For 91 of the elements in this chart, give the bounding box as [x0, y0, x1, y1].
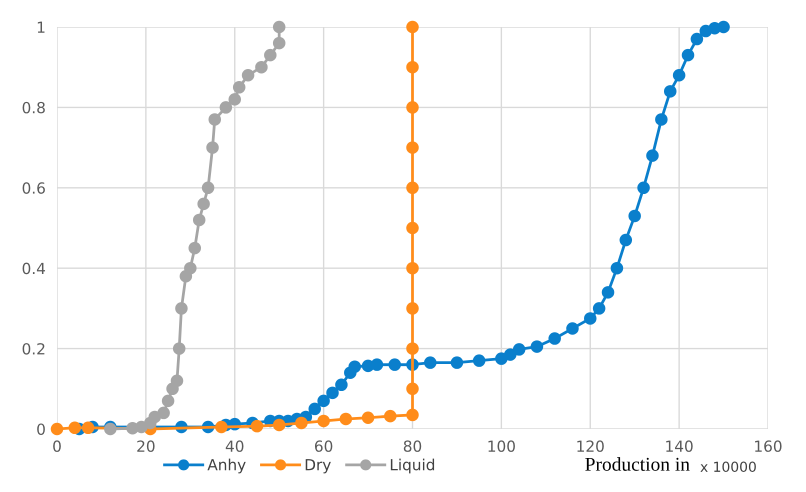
- point: [170, 374, 184, 388]
- point: [157, 406, 170, 420]
- point: [548, 332, 561, 345]
- point: [717, 20, 730, 34]
- point: [188, 242, 202, 254]
- x-axis-title: Production in: [585, 457, 690, 471]
- point: [192, 214, 206, 226]
- text: x 10000: [700, 462, 756, 472]
- legend-label: Dry: [306, 459, 331, 474]
- point: [406, 20, 419, 34]
- point: [646, 149, 659, 162]
- point: [197, 198, 210, 210]
- x-tick-label: 160: [755, 440, 782, 452]
- point: [664, 85, 676, 98]
- point: [406, 222, 419, 234]
- point: [504, 348, 517, 361]
- point: [68, 422, 82, 434]
- point: [682, 48, 694, 62]
- point: [172, 342, 186, 355]
- point: [184, 262, 197, 274]
- x-tick-label: 100: [488, 440, 515, 452]
- point: [584, 312, 596, 325]
- point: [655, 113, 668, 126]
- point: [272, 20, 286, 34]
- point: [512, 343, 526, 356]
- point: [220, 101, 232, 114]
- point: [264, 48, 277, 62]
- point: [50, 422, 64, 436]
- legend-label: Liquid: [390, 458, 434, 474]
- x-tick-label: 120: [577, 440, 604, 452]
- point: [295, 416, 308, 430]
- point: [620, 234, 632, 246]
- x-tick-label: 60: [314, 440, 332, 452]
- point: [690, 32, 704, 46]
- point: [215, 420, 228, 434]
- x-tick-label: 80: [404, 440, 422, 452]
- point: [592, 302, 606, 315]
- point: [406, 408, 419, 422]
- point: [326, 386, 339, 400]
- point: [242, 68, 254, 82]
- point: [272, 36, 286, 50]
- point: [672, 68, 686, 82]
- point: [637, 182, 650, 194]
- point: [406, 382, 419, 396]
- point: [602, 286, 614, 299]
- point: [424, 356, 437, 369]
- point: [206, 141, 219, 154]
- point: [388, 358, 401, 371]
- point: [530, 340, 544, 353]
- x-tick-label: 140: [666, 440, 693, 452]
- point: [340, 412, 352, 426]
- point: [317, 414, 330, 428]
- point: [208, 113, 222, 126]
- point: [362, 411, 374, 424]
- x-tick-label: 40: [226, 440, 244, 452]
- y-tick-label: 0: [37, 423, 45, 436]
- point: [406, 60, 419, 74]
- y-tick-label: 0.6: [22, 182, 45, 194]
- point: [406, 302, 419, 315]
- point: [406, 182, 419, 194]
- point: [472, 354, 486, 367]
- x-tick-label: 20: [137, 440, 155, 452]
- point: [566, 322, 579, 335]
- point: [250, 420, 264, 432]
- point: [202, 182, 214, 194]
- point: [232, 81, 246, 94]
- point: [610, 262, 624, 274]
- point: [348, 360, 361, 373]
- y-tick-label: 0.8: [22, 102, 45, 114]
- y-tick-label: 0.4: [22, 262, 46, 274]
- point: [384, 410, 397, 422]
- point: [335, 378, 348, 392]
- point: [175, 302, 188, 315]
- point: [308, 402, 321, 416]
- point: [272, 418, 286, 432]
- point: [317, 394, 330, 408]
- point: [628, 210, 641, 222]
- x-tick-label: 0: [53, 440, 61, 452]
- point: [162, 394, 174, 408]
- point: [82, 422, 94, 434]
- point: [228, 93, 241, 106]
- legend-label: Anhy: [207, 458, 246, 474]
- point: [406, 262, 419, 274]
- point: [370, 358, 384, 371]
- y-tick-label: 0.2: [22, 343, 44, 355]
- point: [255, 60, 268, 74]
- y-tick-label: 1: [38, 22, 44, 33]
- point: [406, 101, 419, 114]
- point: [450, 356, 464, 369]
- point: [406, 141, 419, 154]
- point: [406, 342, 419, 355]
